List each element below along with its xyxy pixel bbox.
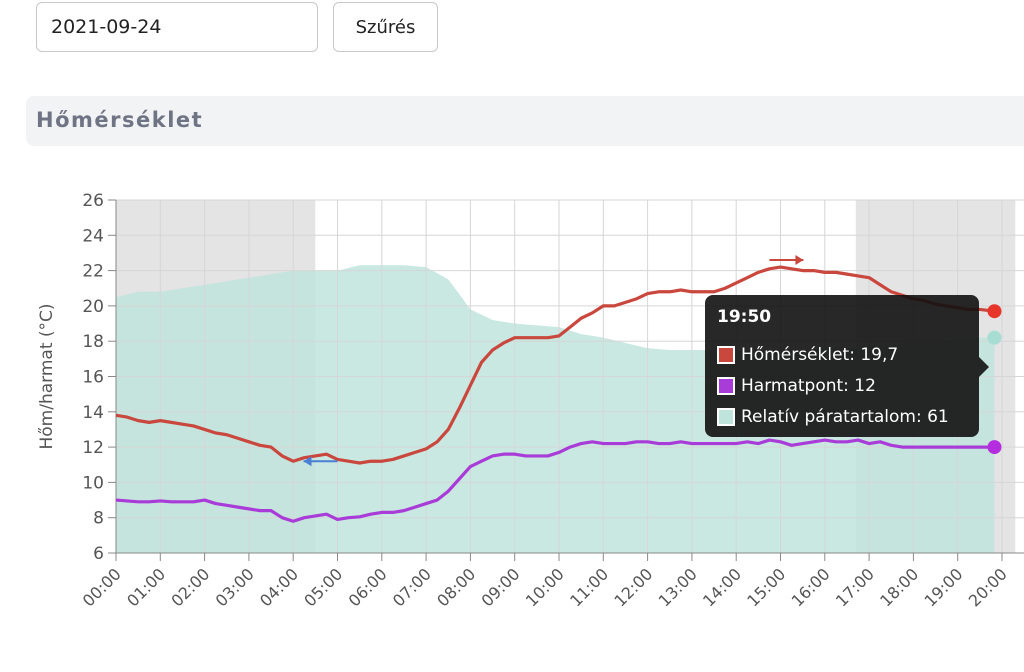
filter-button[interactable]: Szűrés [333, 2, 438, 52]
y-tick-label-0: 6 [93, 544, 104, 564]
x-tick-label-20: 20:00 [965, 564, 1011, 610]
y-tick-label-6: 18 [82, 332, 104, 352]
x-tick-label-15: 15:00 [743, 564, 789, 610]
x-tick-label-0: 00:00 [79, 564, 125, 610]
tooltip-row-dew-point: Harmatpont: 12 [717, 370, 967, 401]
y-tick-label-8: 22 [82, 262, 104, 282]
y-tick-label-4: 14 [82, 403, 104, 423]
y-tick-label-9: 24 [82, 226, 104, 246]
x-tick-label-7: 07:00 [389, 564, 435, 610]
x-tick-label-12: 12:00 [610, 564, 656, 610]
x-tick-label-13: 13:00 [655, 564, 701, 610]
x-tick-label-3: 03:00 [212, 564, 258, 610]
dew-point-line [115, 438, 995, 523]
x-tick-label-8: 08:00 [433, 564, 479, 610]
y-tick-label-3: 12 [82, 438, 104, 458]
humidity-last-point [987, 330, 1002, 345]
x-tick-label-4: 04:00 [256, 564, 302, 610]
chart-tooltip: 19:50 Hőmérséklet: 19,7 Harmatpont: 12 R… [705, 295, 989, 437]
y-tick-label-1: 8 [93, 509, 104, 529]
x-tick-label-9: 09:00 [477, 564, 523, 610]
y-tick-label-10: 26 [82, 191, 104, 211]
x-tick-label-19: 19:00 [920, 564, 966, 610]
humidity-swatch [717, 407, 735, 426]
y-tick-label-5: 16 [82, 368, 104, 388]
x-tick-label-17: 17:00 [832, 564, 878, 610]
x-tick-label-10: 10:00 [522, 564, 568, 610]
dew-point-last-point [987, 440, 1002, 455]
tooltip-temperature-label: Hőmérséklet: 19,7 [741, 344, 899, 365]
trend-arrow-head-1 [303, 456, 312, 467]
tooltip-humidity-label: Relatív páratartalom: 61 [741, 406, 949, 427]
dew-point-swatch [717, 376, 735, 395]
section-header: Hőmérséklet [26, 96, 1024, 146]
temperature-line [115, 265, 995, 465]
x-tick-label-11: 11:00 [566, 564, 612, 610]
humidity-area [116, 265, 995, 553]
tooltip-time: 19:50 [717, 307, 772, 327]
x-tick-label-1: 01:00 [123, 564, 169, 610]
x-tick-label-16: 16:00 [788, 564, 834, 610]
x-tick-label-18: 18:00 [876, 564, 922, 610]
temperature-swatch [717, 345, 735, 364]
date-input[interactable] [36, 2, 318, 52]
tooltip-row-temperature: Hőmérséklet: 19,7 [717, 339, 967, 370]
y-tick-label-7: 20 [82, 297, 104, 317]
y-tick-label-2: 10 [82, 473, 104, 493]
trend-arrow-head-0 [795, 255, 804, 266]
x-tick-label-5: 05:00 [300, 564, 346, 610]
tooltip-row-humidity: Relatív páratartalom: 61 [717, 401, 967, 432]
tooltip-dew-point-label: Harmatpont: 12 [741, 375, 876, 396]
temperature-last-point [987, 304, 1002, 319]
y-axis-title: Hőm/harmat (°C) [37, 303, 57, 449]
x-tick-label-6: 06:00 [345, 564, 391, 610]
x-tick-label-14: 14:00 [699, 564, 745, 610]
section-title: Hőmérséklet [36, 108, 204, 132]
x-tick-label-2: 02:00 [167, 564, 213, 610]
